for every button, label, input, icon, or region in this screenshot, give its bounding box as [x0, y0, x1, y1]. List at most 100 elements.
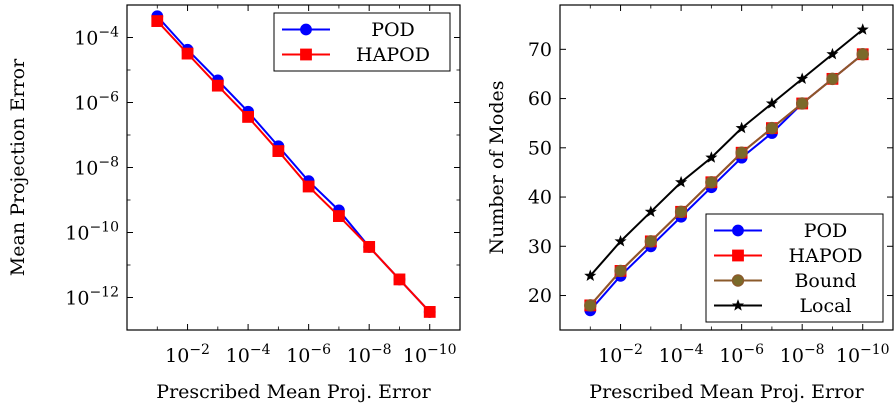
legend-label: Bound [794, 270, 856, 292]
y-tick-label: 10−4 [74, 25, 119, 50]
x-tick-label: 10−2 [598, 342, 643, 367]
data-point-local [856, 23, 869, 35]
data-point-bound [765, 121, 779, 135]
data-point-bound [795, 97, 809, 110]
x-tick-label: 10−6 [286, 342, 331, 367]
x-tick-label: 10−6 [719, 342, 764, 367]
y-tick-label: 40 [528, 187, 552, 209]
legend-marker [731, 274, 745, 287]
y-tick-label: 50 [528, 137, 552, 159]
y-tick-label-base: 10 [65, 223, 89, 245]
legend-marker [731, 299, 745, 311]
x-tick-label-exponent: −8 [804, 342, 825, 358]
y-tick-label-exponent: −12 [89, 285, 119, 301]
data-point-hapod [333, 210, 345, 222]
x-tick-label: 10−8 [780, 342, 825, 367]
x-tick-label: 10−10 [836, 342, 890, 367]
data-point-hapod [151, 15, 164, 27]
y-tick-label: 30 [528, 236, 552, 258]
series-hapod [151, 15, 436, 318]
y-tick-label: 70 [528, 39, 552, 61]
x-tick-label-exponent: −4 [683, 342, 704, 358]
x-tick-label-exponent: −8 [371, 342, 392, 358]
y-tick-label-base: 10 [74, 93, 98, 115]
x-tick-label-base: 10 [286, 345, 310, 367]
data-point-bound [644, 235, 658, 248]
x-tick-label-exponent: −2 [622, 342, 643, 358]
x-tick-label-exponent: −6 [743, 342, 764, 358]
data-point-local [644, 205, 657, 217]
y-tick-label-exponent: −10 [89, 220, 119, 236]
data-point-hapod [363, 241, 376, 253]
y-tick-label-exponent: −8 [98, 155, 119, 171]
x-tick-label-exponent: −4 [250, 342, 271, 358]
data-point-hapod [181, 47, 194, 60]
data-point-hapod [423, 306, 436, 318]
x-tick-label-base: 10 [780, 345, 804, 367]
x-tick-label-base: 10 [347, 345, 371, 367]
y-tick-label: 60 [528, 88, 552, 110]
legend-label: HAPOD [356, 44, 430, 66]
data-point-bound [584, 299, 597, 312]
y-tick-label-exponent: −6 [98, 90, 119, 106]
data-point-hapod [272, 145, 285, 157]
y-tick-label-exponent: −4 [98, 25, 119, 41]
legend-marker [300, 48, 312, 61]
legend-marker [732, 249, 744, 262]
y-axis-label: Number of Modes [486, 81, 508, 255]
x-tick-label-exponent: −10 [860, 342, 890, 358]
legend-label: Local [799, 295, 851, 317]
legend-item-bound: Bound [714, 270, 857, 292]
data-point-bound [826, 72, 839, 86]
series-line-hapod [156, 20, 431, 313]
x-tick-label: 10−2 [165, 342, 210, 367]
legend-label: HAPOD [789, 245, 863, 267]
x-tick-label-base: 10 [226, 345, 250, 367]
legend-box [273, 12, 451, 72]
x-tick-label-base: 10 [598, 345, 622, 367]
legend: POD HAPOD Bound Local [705, 213, 884, 323]
data-point-local [796, 72, 809, 85]
legend-marker [300, 23, 312, 36]
x-tick-label: 10−8 [347, 342, 392, 367]
data-point-hapod [242, 111, 254, 123]
x-tick-label-base: 10 [659, 345, 683, 367]
x-tick-label-base: 10 [403, 345, 427, 367]
data-point-hapod [393, 273, 406, 286]
data-point-local [765, 97, 778, 109]
legend-item-pod: POD [714, 220, 847, 242]
data-point-local [705, 151, 718, 163]
data-point-bound [614, 264, 627, 278]
x-axis-label: Prescribed Mean Proj. Error [589, 381, 864, 403]
x-tick-label: 10−4 [226, 342, 271, 367]
x-tick-label-exponent: −6 [310, 342, 331, 358]
y-tick-label: 20 [528, 285, 552, 307]
data-point-hapod [211, 79, 224, 92]
series-line-bound [589, 53, 864, 307]
x-tick-label-base: 10 [836, 345, 860, 367]
x-tick-label: 10−4 [659, 342, 704, 367]
legend-label: POD [371, 19, 415, 41]
data-point-local [675, 175, 688, 188]
data-point-bound [856, 48, 869, 61]
y-tick-label: 10−12 [65, 285, 119, 310]
data-point-bound [674, 205, 688, 219]
y-tick-label: 10−8 [74, 155, 119, 180]
data-point-local [735, 121, 748, 134]
legend-item-pod: POD [282, 19, 415, 41]
legend-item-hapod: HAPOD [282, 44, 430, 66]
legend-item-local: Local [714, 295, 852, 317]
legend: POD HAPOD [273, 12, 451, 72]
x-tick-label: 10−10 [403, 342, 457, 367]
legend-item-hapod: HAPOD [714, 245, 862, 267]
series-line-local [589, 28, 864, 277]
x-axis-label: Prescribed Mean Proj. Error [156, 381, 431, 403]
y-tick-label: 10−10 [65, 220, 119, 245]
y-tick-label: 10−6 [74, 90, 119, 115]
data-point-bound [705, 176, 718, 189]
legend-marker [732, 224, 744, 237]
series-bound [584, 48, 869, 312]
legend-label: POD [804, 220, 848, 242]
x-tick-label-exponent: −2 [189, 342, 210, 358]
